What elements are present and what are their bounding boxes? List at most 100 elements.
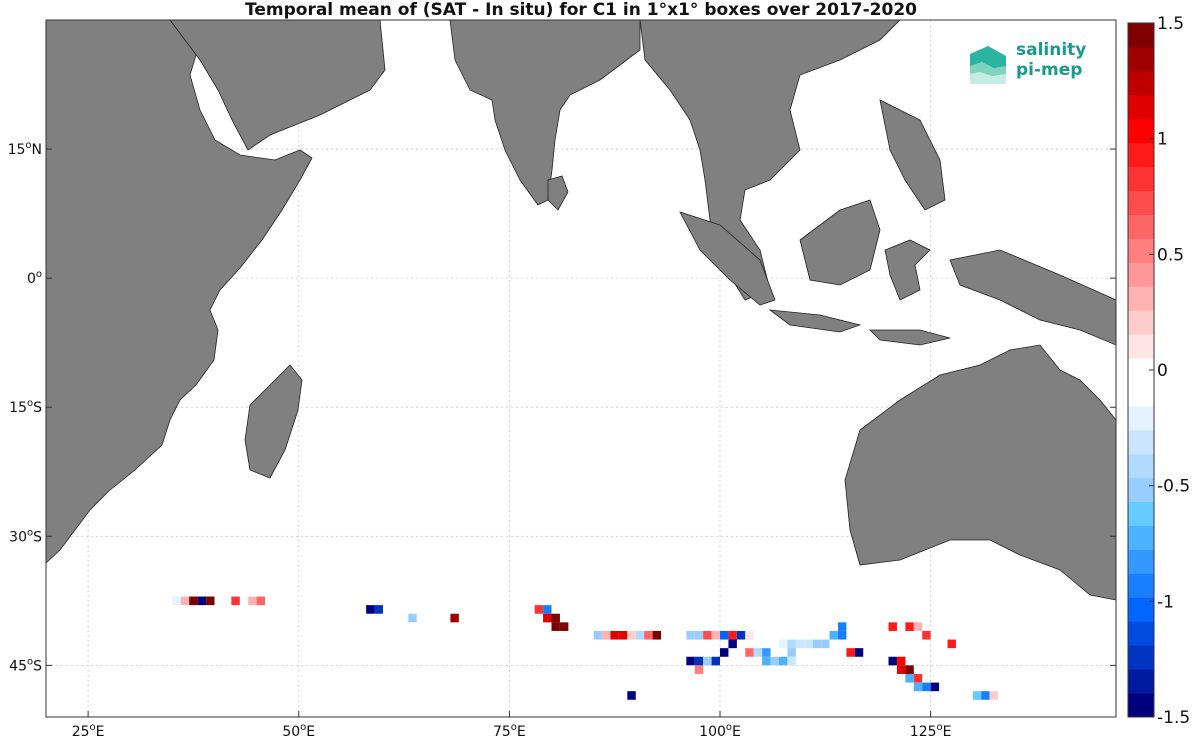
data-box [981,691,990,700]
land-sumatra [679,211,776,306]
colorbar-tick-label: -1.5 [1157,708,1190,728]
data-box [821,639,830,649]
data-box [837,622,847,631]
colorbar-segment [1128,23,1154,48]
logo-line2: pi-mep [1016,60,1083,80]
y-tick-label: 15oN [8,140,42,158]
colorbar-segment [1128,453,1154,479]
data-box [762,656,771,666]
colorbar-segment [1128,94,1154,120]
x-tick-label: 50oE [282,722,315,740]
data-box [787,656,796,666]
data-box [896,665,906,674]
data-box [366,605,375,614]
y-tick-label: 30oS [9,527,42,545]
data-box [762,648,771,657]
land-philippines [879,99,946,211]
data-box [896,656,906,666]
land-timor [869,329,951,346]
land-africa [46,20,313,564]
data-box [694,665,704,674]
colorbar-segment [1128,429,1154,455]
data-box [602,630,611,640]
colorbar-segment [1128,477,1154,503]
land-se-asia [639,20,901,301]
colorbar-segment [1128,381,1154,407]
colorbar-segment [1128,286,1154,311]
data-box [804,639,813,649]
colorbar-segment [1128,573,1154,598]
x-tick-label: 25oE [72,722,105,740]
data-box [559,622,569,631]
land-madagascar [244,364,303,479]
colorbar-segment [1128,142,1154,168]
data-box [972,691,982,700]
data-box [593,630,603,640]
data-box [551,622,560,631]
colorbar-segment [1128,238,1154,263]
data-box [644,630,653,640]
data-box [736,630,746,640]
data-box [922,682,931,692]
colorbar-segment [1128,525,1154,550]
land-new-guinea [949,249,1116,346]
data-box [812,639,822,649]
colorbar-segment [1128,549,1154,574]
data-box [172,596,181,606]
colorbar-segment [1128,621,1154,646]
data-box [778,656,788,666]
data-box [829,630,838,640]
data-box [913,622,923,631]
data-box [753,648,763,657]
data-box [543,605,552,614]
colorbar-segment [1128,46,1154,72]
data-box [905,665,914,674]
colorbar-tick-label: -1 [1157,592,1174,612]
colorbar-segment [1128,190,1154,215]
data-box [686,630,695,640]
data-box [694,656,704,666]
data-box [610,630,619,640]
y-tick-label: 0o [27,269,42,287]
x-tick-label: 75oE [493,722,526,740]
data-box [627,630,636,640]
x-tick-label: 125oE [910,722,952,740]
colorbar-ticks: -1.5 -1 -0.5 0 0.5 1 1.5 [1149,14,1190,728]
data-box [694,630,704,640]
data-box [206,596,215,606]
data-box [745,630,754,640]
y-axis-ticks: 15oN 0o 15oS 30oS 45oS [8,140,1116,674]
land-srilanka [547,175,569,211]
data-box [854,648,864,657]
colorbar-segment [1128,310,1154,335]
data-box [905,622,914,631]
data-box [180,596,190,606]
data-box [635,630,645,640]
data-box [425,613,434,623]
data-box [989,691,999,700]
land-masses [46,20,1116,601]
colorbar-segment [1128,334,1154,359]
data-boxes [172,596,999,700]
colorbar-segment [1128,693,1154,718]
data-box [618,630,628,640]
data-box [189,596,198,606]
data-box [837,630,847,640]
x-axis-ticks: 25oE 50oE 75oE 100oE 125oE [72,711,952,740]
data-box [787,648,796,657]
data-box [728,630,737,640]
data-box [888,622,897,631]
x-tick-label: 100oE [699,722,741,740]
colorbar-tick-label: 1 [1157,130,1168,150]
data-box [711,656,721,666]
colorbar-segment [1128,645,1154,670]
data-box [778,639,788,649]
data-box [450,613,459,623]
salinity-pi-mep-logo: salinity pi-mep [966,38,1106,86]
logo-line1: salinity [1016,40,1087,60]
colorbar-tick-label: 0 [1157,361,1168,381]
data-box [787,639,796,649]
colorbar-tick-label: -0.5 [1157,477,1190,497]
logo-mark-icon [970,46,1006,84]
data-box [197,596,207,606]
